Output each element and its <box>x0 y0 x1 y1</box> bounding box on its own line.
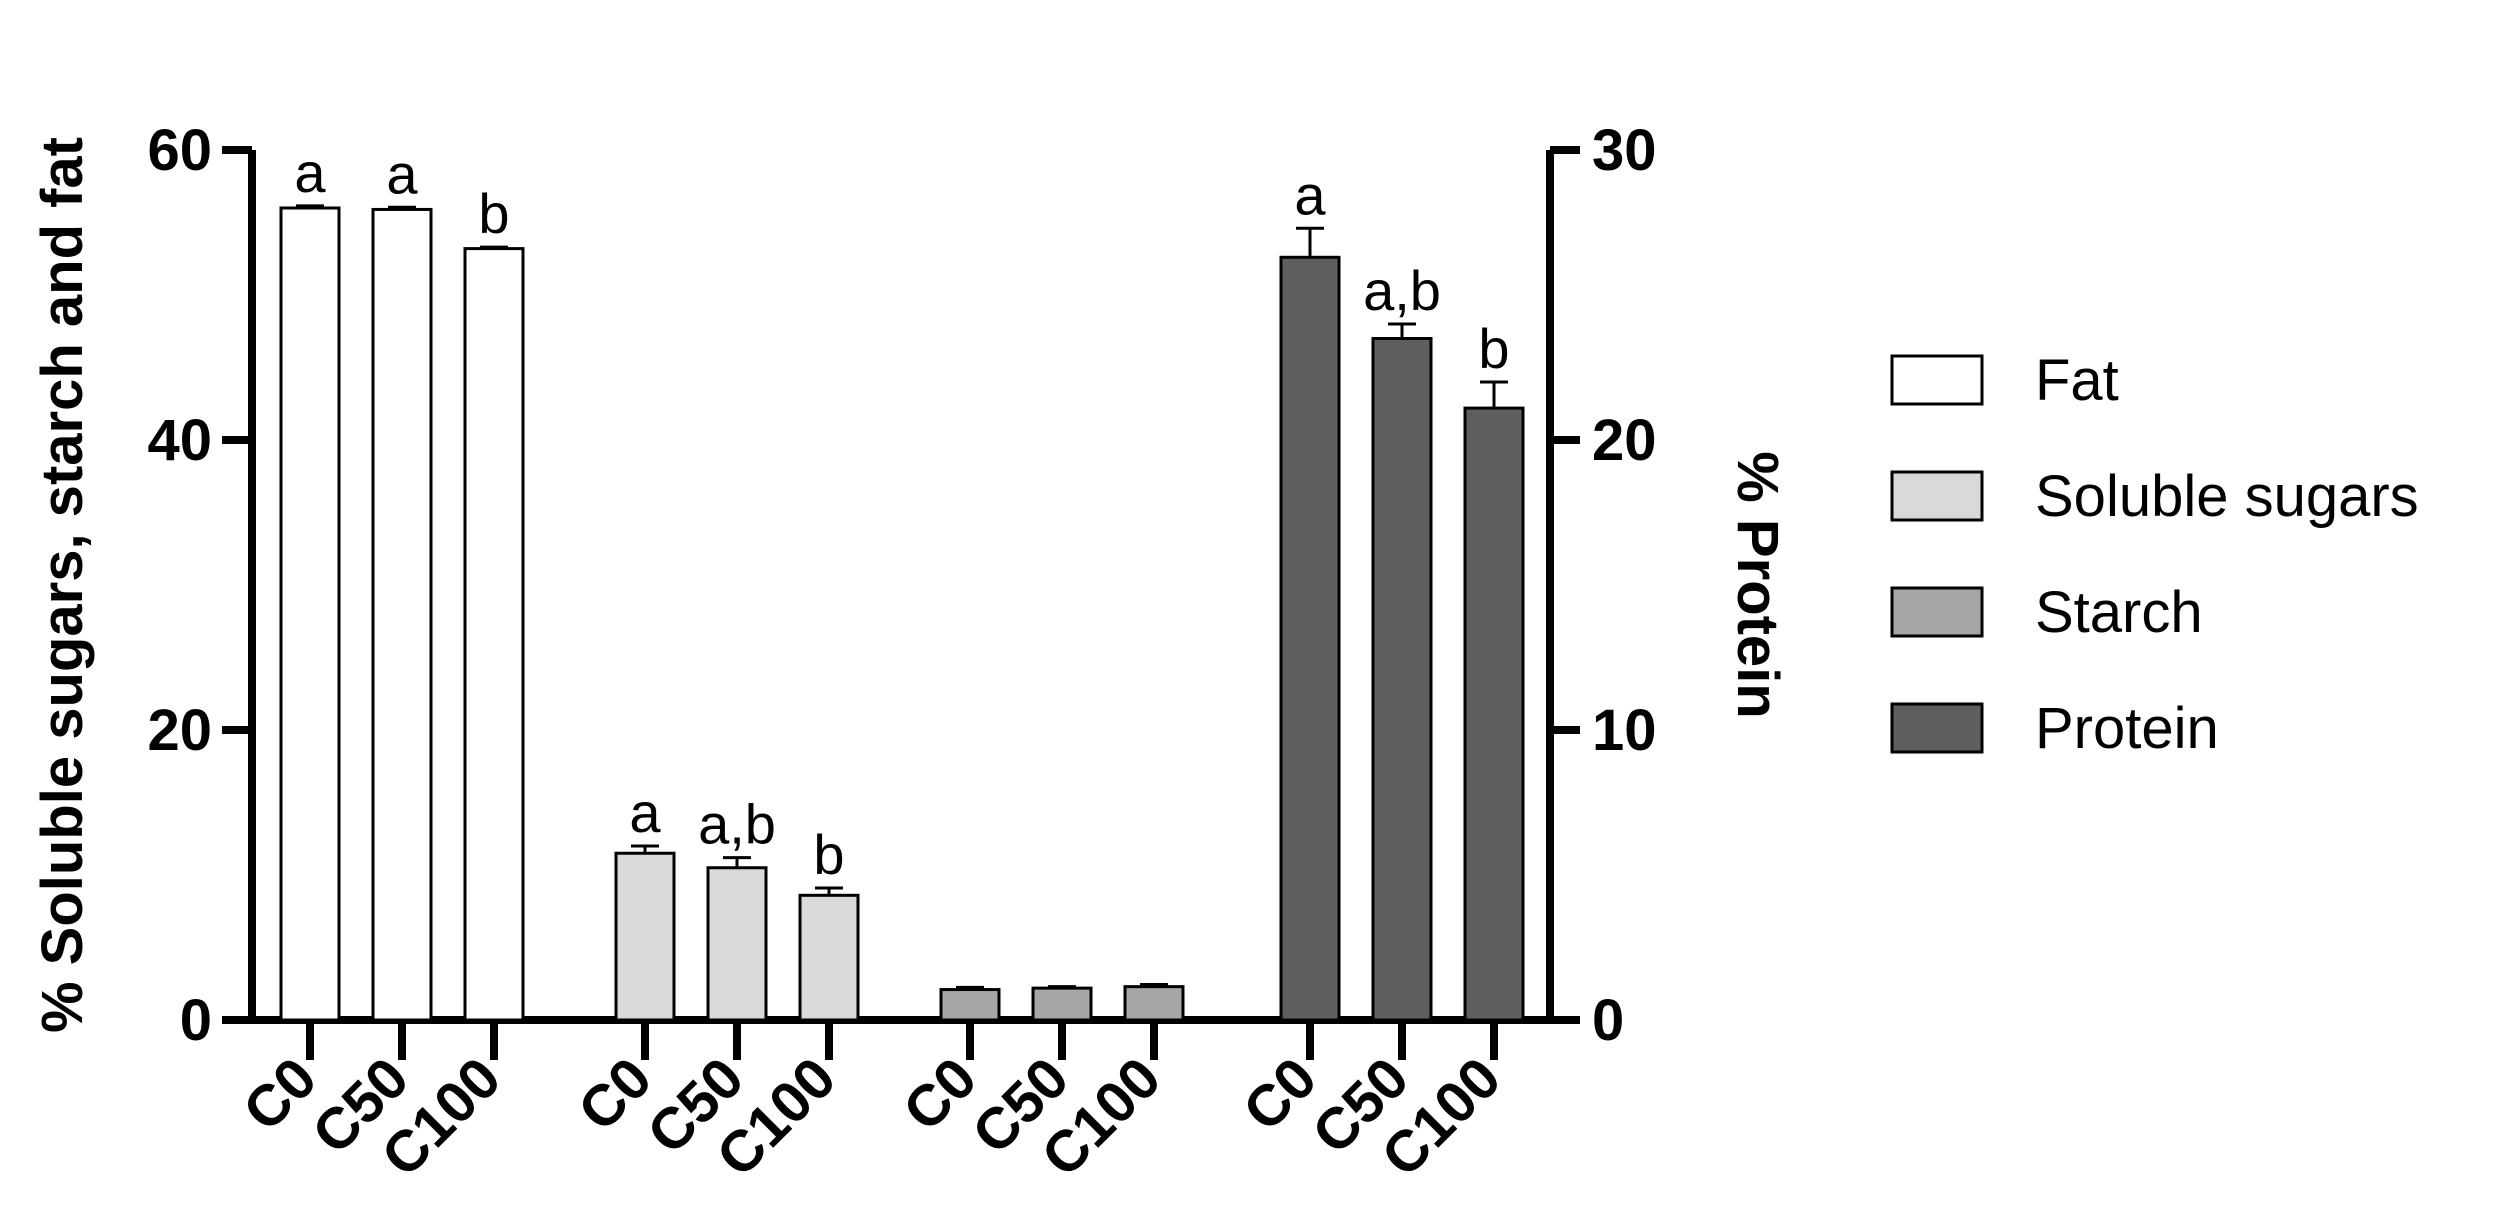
legend-item: Soluble sugars <box>1890 464 2419 529</box>
left-tick-label: 60 <box>147 118 212 183</box>
right-tick-label: 20 <box>1592 408 1657 473</box>
right-y-axis: 0 10 20 30 % Protein <box>1546 118 1790 1053</box>
bar <box>1279 255 1341 1022</box>
left-tick-label: 0 <box>180 988 212 1053</box>
series-fat: a ab <box>279 141 525 1022</box>
bar <box>798 893 860 1022</box>
series-protein: a a,b b <box>1279 163 1525 1022</box>
significance-label: a <box>386 142 418 205</box>
bar <box>706 866 768 1022</box>
left-y-axis: 0 20 40 60 % Soluble sugars, starch and fat <box>30 118 256 1053</box>
bar <box>1031 986 1093 1022</box>
right-tick-label: 0 <box>1592 988 1624 1053</box>
left-tick-label: 20 <box>147 698 212 763</box>
series-starch <box>939 982 1185 1022</box>
legend-label: Fat <box>2035 348 2119 413</box>
right-tick-label: 10 <box>1592 698 1657 763</box>
bar <box>1463 406 1525 1022</box>
bar <box>1123 985 1185 1022</box>
significance-label: b <box>478 182 509 245</box>
bar <box>463 247 525 1022</box>
legend-item: Fat <box>1890 348 2119 413</box>
legend-swatch <box>1890 354 1984 406</box>
legend-swatch <box>1890 470 1984 522</box>
bar <box>939 988 1001 1022</box>
left-tick-label: 40 <box>147 408 212 473</box>
legend: Fat Soluble sugars Starch Protein <box>1890 348 2419 761</box>
significance-label: a <box>1294 163 1326 226</box>
legend-item: Starch <box>1890 580 2203 645</box>
series-soluble-sugars: a a,b b <box>614 781 860 1022</box>
legend-swatch <box>1890 586 1984 638</box>
bar <box>614 851 676 1022</box>
significance-label: b <box>813 823 844 886</box>
legend-label: Starch <box>2035 580 2203 645</box>
legend-item: Protein <box>1890 696 2219 761</box>
bar <box>1371 337 1433 1022</box>
legend-swatch <box>1890 702 1984 754</box>
left-y-axis-title: % Soluble sugars, starch and fat <box>30 137 95 1033</box>
bar <box>371 207 433 1022</box>
significance-label: a,b <box>698 793 776 856</box>
significance-label: a <box>629 781 661 844</box>
significance-label: b <box>1478 317 1509 380</box>
legend-label: Soluble sugars <box>2035 464 2419 529</box>
significance-label: a <box>294 141 326 204</box>
right-tick-label: 30 <box>1592 118 1657 183</box>
significance-label: a,b <box>1363 259 1441 322</box>
bar <box>279 206 341 1022</box>
legend-label: Protein <box>2035 696 2219 761</box>
right-y-axis-title: % Protein <box>1725 451 1790 719</box>
